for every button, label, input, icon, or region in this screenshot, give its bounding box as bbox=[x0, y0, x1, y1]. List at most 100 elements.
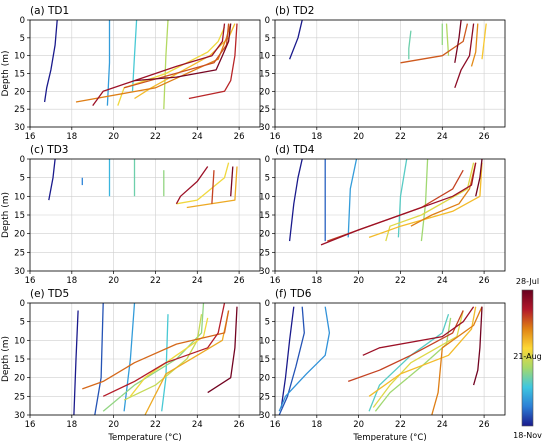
temperature-profile-8 bbox=[211, 170, 215, 204]
temperature-profile-7 bbox=[368, 162, 483, 239]
x-tick-label: 20 bbox=[353, 276, 364, 286]
panel-title: (b) TD2 bbox=[275, 5, 314, 17]
y-axis-label: Depth (m) bbox=[1, 336, 11, 382]
x-tick-label: 18 bbox=[66, 132, 77, 142]
y-tick-label: 20 bbox=[14, 87, 25, 97]
y-tick-label: 15 bbox=[259, 355, 270, 365]
y-tick-label: 15 bbox=[14, 70, 25, 80]
y-tick-label: 15 bbox=[259, 70, 270, 80]
profiles bbox=[48, 159, 238, 209]
y-tick-label: 5 bbox=[20, 318, 25, 328]
colorbar: 28-Jul 21-Aug 18-Nov bbox=[513, 277, 542, 440]
panel-title: (c) TD3 bbox=[30, 144, 68, 156]
x-tick-label: 16 bbox=[270, 276, 281, 286]
x-tick-label: 22 bbox=[150, 276, 161, 286]
y-tick-label: 20 bbox=[259, 230, 270, 240]
panel-title: (e) TD5 bbox=[30, 288, 69, 300]
x-tick-label: 22 bbox=[395, 420, 406, 430]
profiles bbox=[73, 303, 238, 415]
temperature-profile-4 bbox=[397, 159, 408, 238]
temperature-profile-7 bbox=[368, 306, 477, 397]
x-tick-label: 18 bbox=[66, 420, 77, 430]
colorbar-gradient bbox=[521, 289, 534, 427]
temperature-profile-3 bbox=[347, 159, 358, 238]
x-tick-label: 22 bbox=[150, 132, 161, 142]
profiles bbox=[278, 306, 483, 415]
y-tick-label: 0 bbox=[20, 16, 25, 26]
temperature-profile-6 bbox=[123, 314, 203, 401]
y-tick-label: 5 bbox=[265, 174, 270, 184]
temperature-profile-3 bbox=[278, 306, 331, 412]
y-tick-label: 10 bbox=[14, 192, 25, 202]
y-tick-label: 0 bbox=[265, 155, 270, 165]
temperature-profile-4 bbox=[163, 20, 169, 110]
temperature-profile-9 bbox=[347, 310, 464, 383]
x-tick-label: 20 bbox=[108, 420, 119, 430]
y-tick-label: 10 bbox=[259, 52, 270, 62]
x-axis-label: Temperature (°C) bbox=[352, 433, 426, 441]
x-tick-label: 24 bbox=[437, 276, 448, 286]
temperature-profile-6 bbox=[385, 162, 475, 242]
x-tick-label: 20 bbox=[108, 276, 119, 286]
panel-title: (f) TD6 bbox=[275, 288, 312, 300]
x-tick-label: 16 bbox=[25, 132, 36, 142]
panel-2: 16 18 20 22 24 26 0 5 10 15 20 25 30 (b) TD2 bbox=[259, 5, 506, 142]
temperature-profile-8 bbox=[123, 23, 230, 89]
temperature-profile-9 bbox=[82, 310, 230, 390]
y-tick-label: 25 bbox=[259, 392, 270, 402]
y-tick-label: 20 bbox=[259, 374, 270, 384]
colorbar-top-label: 28-Jul bbox=[516, 277, 539, 286]
y-tick-label: 5 bbox=[20, 174, 25, 184]
x-tick-label: 22 bbox=[395, 132, 406, 142]
temperature-profile-7 bbox=[400, 23, 469, 64]
colorbar-mid-label: 21-Aug bbox=[513, 352, 542, 361]
y-axis-label: Depth (m) bbox=[1, 50, 11, 96]
x-tick-label: 22 bbox=[395, 276, 406, 286]
x-tick-label: 24 bbox=[437, 420, 448, 430]
temperature-profile-2 bbox=[408, 30, 412, 60]
y-tick-label: 15 bbox=[14, 211, 25, 221]
x-tick-label: 24 bbox=[437, 132, 448, 142]
temperature-profile-10 bbox=[102, 303, 226, 397]
temperature-profile-8 bbox=[410, 162, 477, 227]
temperature-profile-1 bbox=[48, 159, 56, 201]
y-tick-label: 10 bbox=[259, 192, 270, 202]
temperature-profile-6 bbox=[176, 162, 230, 205]
y-tick-label: 15 bbox=[14, 355, 25, 365]
y-tick-label: 25 bbox=[259, 248, 270, 258]
temperature-profile-4 bbox=[445, 23, 450, 56]
y-tick-label: 30 bbox=[259, 267, 270, 277]
y-tick-label: 5 bbox=[265, 318, 270, 328]
x-tick-label: 26 bbox=[234, 276, 245, 286]
y-tick-label: 25 bbox=[14, 105, 25, 115]
x-tick-label: 18 bbox=[311, 420, 322, 430]
y-tick-label: 25 bbox=[14, 392, 25, 402]
y-tick-label: 0 bbox=[265, 299, 270, 309]
x-tick-label: 22 bbox=[150, 420, 161, 430]
y-tick-label: 30 bbox=[14, 123, 25, 133]
x-tick-label: 18 bbox=[66, 276, 77, 286]
y-tick-label: 5 bbox=[265, 34, 270, 44]
temperature-profile-8 bbox=[431, 306, 483, 415]
y-tick-label: 30 bbox=[14, 411, 25, 421]
x-tick-label: 24 bbox=[192, 132, 203, 142]
y-tick-label: 0 bbox=[265, 16, 270, 26]
y-tick-label: 0 bbox=[20, 299, 25, 309]
y-tick-label: 30 bbox=[14, 267, 25, 277]
temperature-profile-6 bbox=[372, 310, 464, 408]
colorbar-bottom-label: 18-Nov bbox=[513, 431, 542, 440]
temperature-profile-5 bbox=[481, 23, 487, 60]
temperature-profile-1 bbox=[73, 310, 79, 415]
temperature-profile-3 bbox=[123, 303, 136, 412]
x-tick-label: 24 bbox=[192, 420, 203, 430]
y-tick-label: 25 bbox=[14, 248, 25, 258]
temperature-profile-3 bbox=[131, 20, 138, 92]
x-tick-label: 16 bbox=[25, 276, 36, 286]
y-tick-label: 15 bbox=[259, 211, 270, 221]
x-axis-label: Temperature (°C) bbox=[107, 433, 181, 441]
temperature-profile-2 bbox=[106, 20, 111, 106]
panel-3: 16 18 20 22 24 26 0 5 10 15 20 25 30 (c) TD3 Depth (m) bbox=[1, 144, 261, 286]
x-tick-label: 18 bbox=[311, 132, 322, 142]
x-tick-label: 26 bbox=[234, 420, 245, 430]
